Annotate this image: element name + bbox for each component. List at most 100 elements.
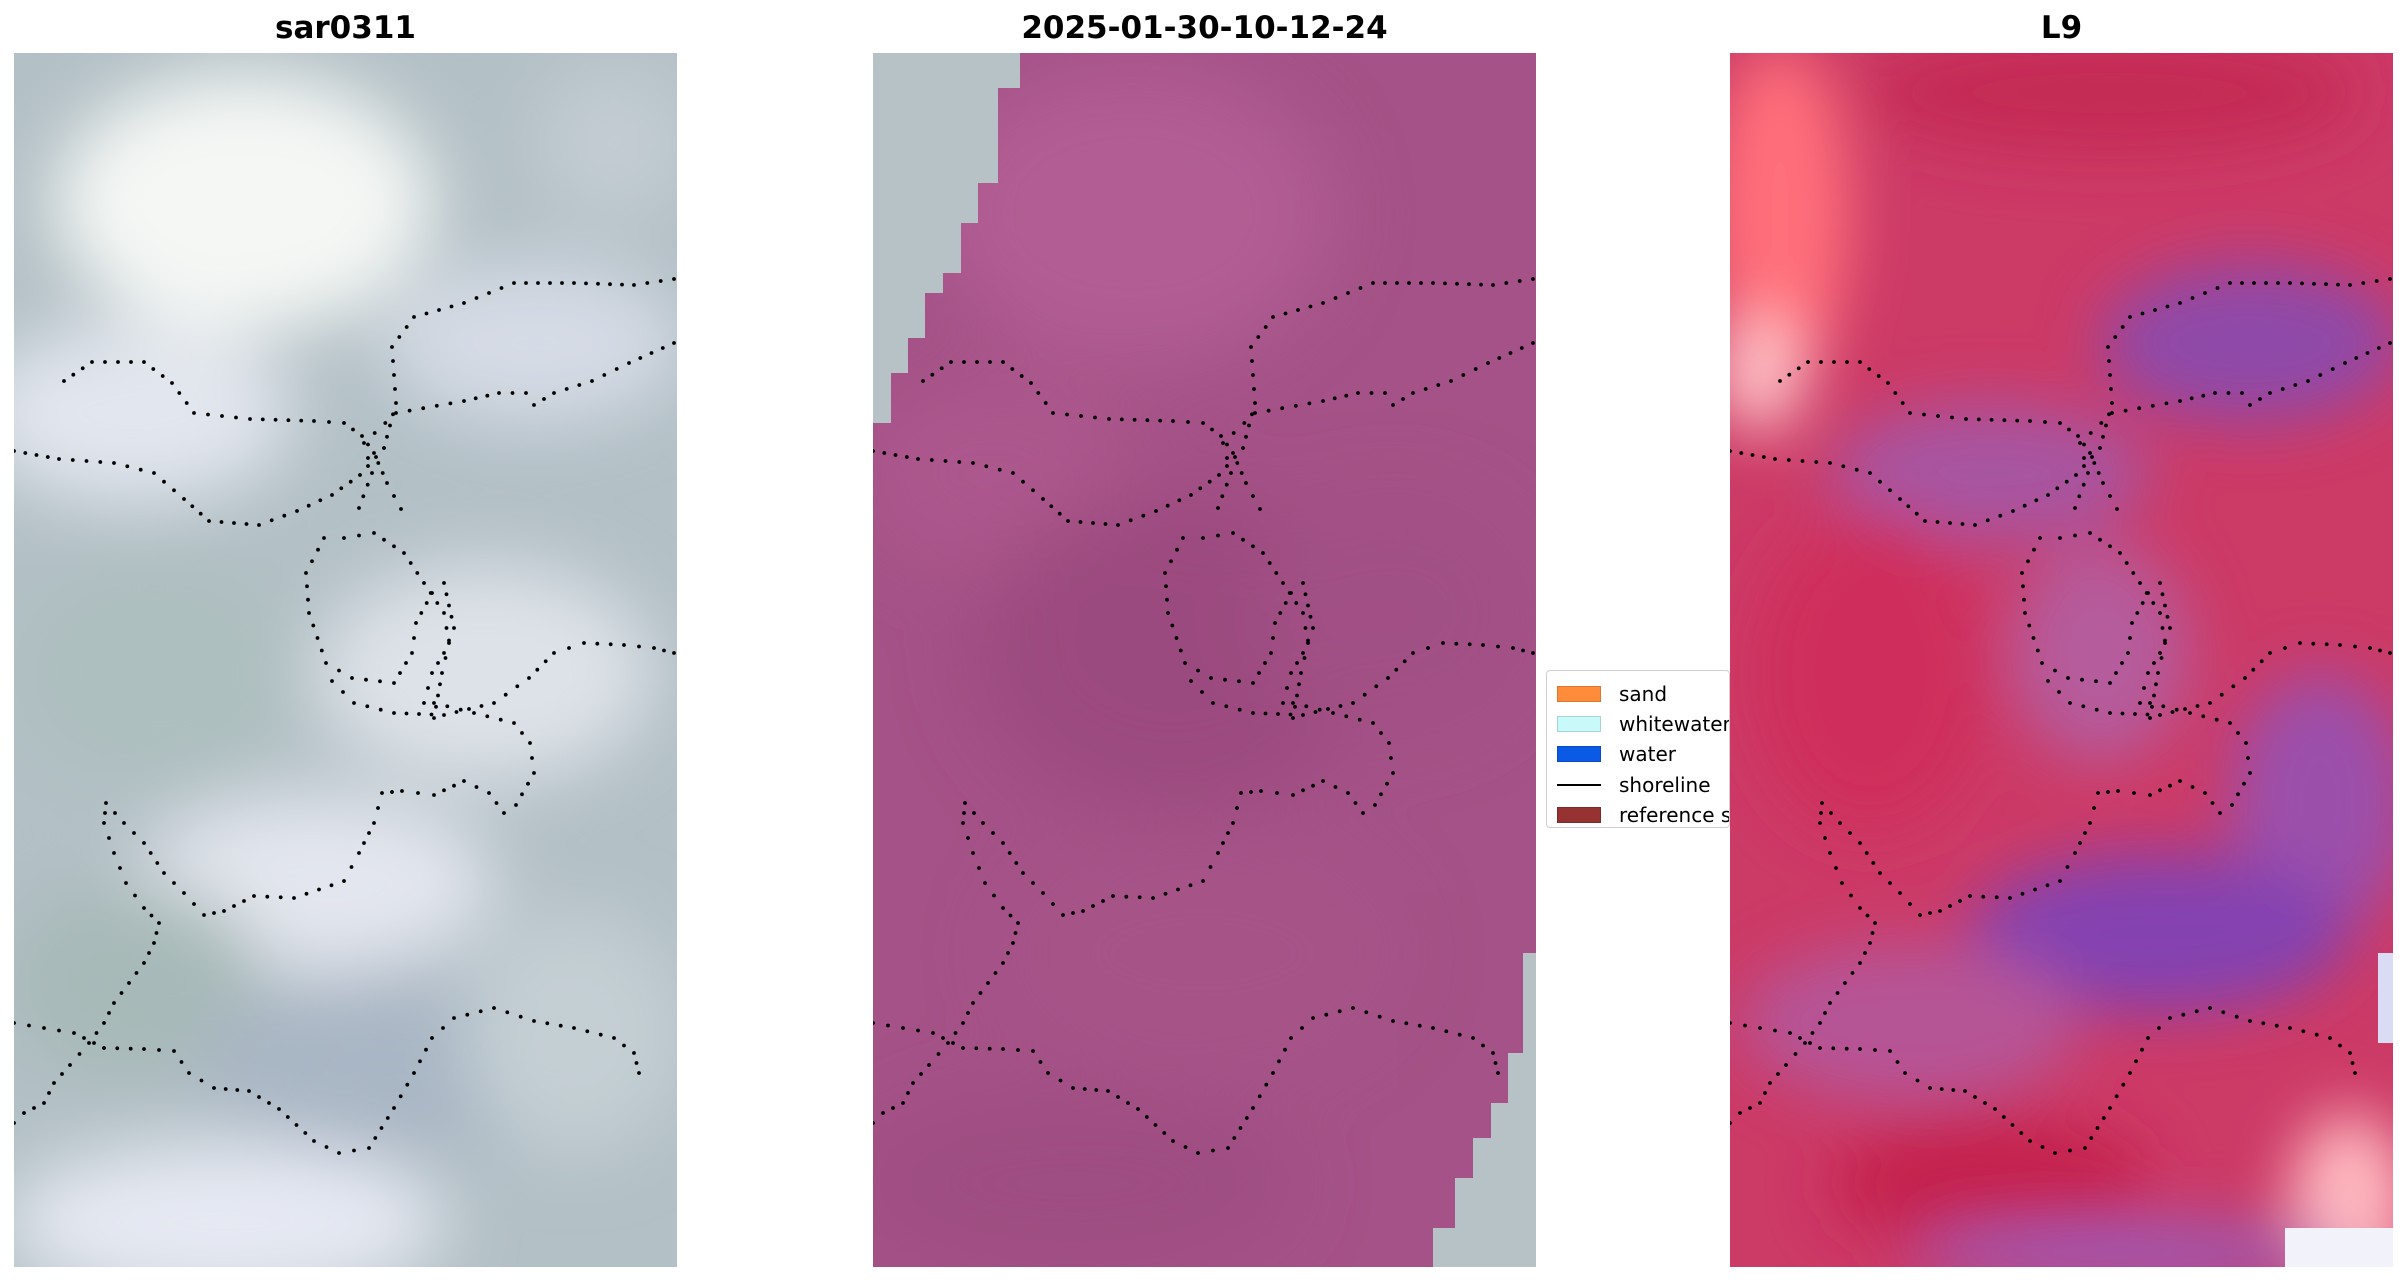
shoreline-point: [23, 451, 28, 455]
shoreline-point: [1061, 913, 1065, 917]
shoreline-point: [1258, 507, 1262, 511]
shoreline-point: [971, 1001, 975, 1005]
shoreline-point: [1950, 415, 1954, 420]
shoreline-point: [1356, 391, 1360, 395]
shoreline-point: [306, 503, 311, 508]
shoreline-point: [142, 1047, 146, 1051]
shoreline-point: [1239, 471, 1244, 475]
shoreline-point: [414, 621, 418, 625]
shoreline-point: [1031, 488, 1035, 493]
shoreline-point: [134, 971, 139, 975]
shoreline-point: [303, 1131, 308, 1135]
shoreline-point: [92, 1041, 96, 1045]
shoreline-point: [2108, 681, 2112, 685]
shoreline-point: [235, 1088, 240, 1092]
shoreline-point: [1479, 282, 1483, 287]
shoreline-point: [90, 360, 94, 364]
shoreline-point: [2132, 791, 2136, 795]
shoreline-point: [1983, 1101, 1987, 1105]
shoreline-point: [1164, 584, 1168, 589]
shoreline-point: [2068, 701, 2072, 705]
shoreline-point: [1183, 661, 1187, 665]
shoreline-point: [2161, 704, 2166, 709]
shoreline-point: [2138, 701, 2142, 705]
shoreline-point: [961, 1021, 965, 1025]
legend-swatch: [1557, 806, 1601, 823]
shoreline-point: [1235, 806, 1239, 810]
shoreline-point: [1353, 801, 1358, 805]
shoreline-point: [2134, 1059, 2138, 1064]
shoreline-point: [1201, 536, 1205, 540]
shoreline-point: [360, 434, 364, 438]
shoreline-point: [1177, 498, 1182, 503]
legend-label: shoreline: [1619, 772, 1711, 797]
shoreline-point: [2082, 456, 2086, 460]
shoreline-point: [342, 879, 346, 883]
shoreline-point: [102, 821, 106, 825]
shoreline-point: [1455, 281, 1459, 286]
shoreline-point: [536, 281, 540, 285]
shoreline-point: [608, 282, 612, 287]
shoreline-point: [2311, 641, 2316, 646]
shoreline-point: [2106, 790, 2110, 794]
shoreline-point: [1036, 391, 1041, 395]
shoreline-point: [1519, 346, 1524, 350]
shoreline-point: [234, 415, 238, 420]
shoreline-point: [1001, 961, 1005, 965]
shoreline-point: [2208, 1006, 2212, 1010]
shoreline-point: [1936, 414, 1940, 418]
legend-swatch: [1557, 746, 1601, 763]
shoreline-point: [1013, 931, 1018, 935]
shoreline-point: [390, 790, 394, 794]
panel-title-sar0311: sar0311: [275, 10, 416, 46]
shoreline-point: [1436, 383, 1441, 387]
shoreline-point: [432, 716, 436, 720]
shoreline-point: [1906, 504, 1911, 509]
shoreline-point: [392, 544, 396, 549]
shoreline-point: [1481, 1043, 1485, 1048]
shoreline-point: [2306, 379, 2310, 383]
shoreline-point: [318, 498, 323, 503]
shoreline-point: [430, 1036, 434, 1040]
shoreline-point: [1873, 921, 1877, 925]
shoreline-point: [172, 488, 176, 493]
shoreline-point: [1914, 511, 1919, 516]
shoreline-point: [1457, 1032, 1462, 1037]
shoreline-point: [1119, 417, 1124, 422]
shoreline-point: [1993, 1107, 1997, 1111]
shoreline-point: [1043, 401, 1048, 405]
shoreline-point: [620, 282, 624, 287]
shoreline-point: [1277, 1059, 1281, 1064]
shoreline-point: [2365, 351, 2370, 355]
shoreline-point: [1928, 1086, 1932, 1090]
shoreline-point: [247, 1089, 251, 1093]
shoreline-point: [1278, 611, 1283, 615]
shoreline-point: [1275, 791, 1279, 795]
shoreline-point: [1928, 911, 1932, 915]
shoreline-point: [649, 351, 654, 355]
shoreline-point: [1379, 792, 1383, 797]
panel-title-date: 2025-01-30-10-12-24: [1021, 10, 1388, 46]
shoreline-point: [1271, 315, 1275, 319]
shoreline-point: [1011, 471, 1015, 475]
shoreline-point: [286, 418, 291, 423]
shoreline-point: [454, 710, 459, 714]
shoreline-point: [378, 707, 383, 712]
shoreline-point: [585, 1029, 590, 1034]
shoreline-point: [87, 1041, 91, 1045]
shoreline-point: [1049, 504, 1054, 509]
shoreline-point: [474, 785, 479, 789]
shoreline-point: [1196, 668, 1200, 673]
shoreline-point: [2028, 1139, 2032, 1143]
shoreline-point: [1171, 419, 1175, 423]
shoreline-point: [2035, 648, 2040, 653]
shoreline-point: [2158, 788, 2162, 793]
shoreline-point: [1107, 417, 1111, 421]
shoreline-point: [374, 455, 378, 459]
shoreline-point: [2142, 686, 2146, 690]
shoreline-point: [1208, 865, 1213, 869]
shoreline-point: [1362, 692, 1367, 697]
shoreline-point: [921, 379, 925, 383]
shoreline-point: [1332, 396, 1337, 401]
shoreline-point: [103, 811, 107, 815]
